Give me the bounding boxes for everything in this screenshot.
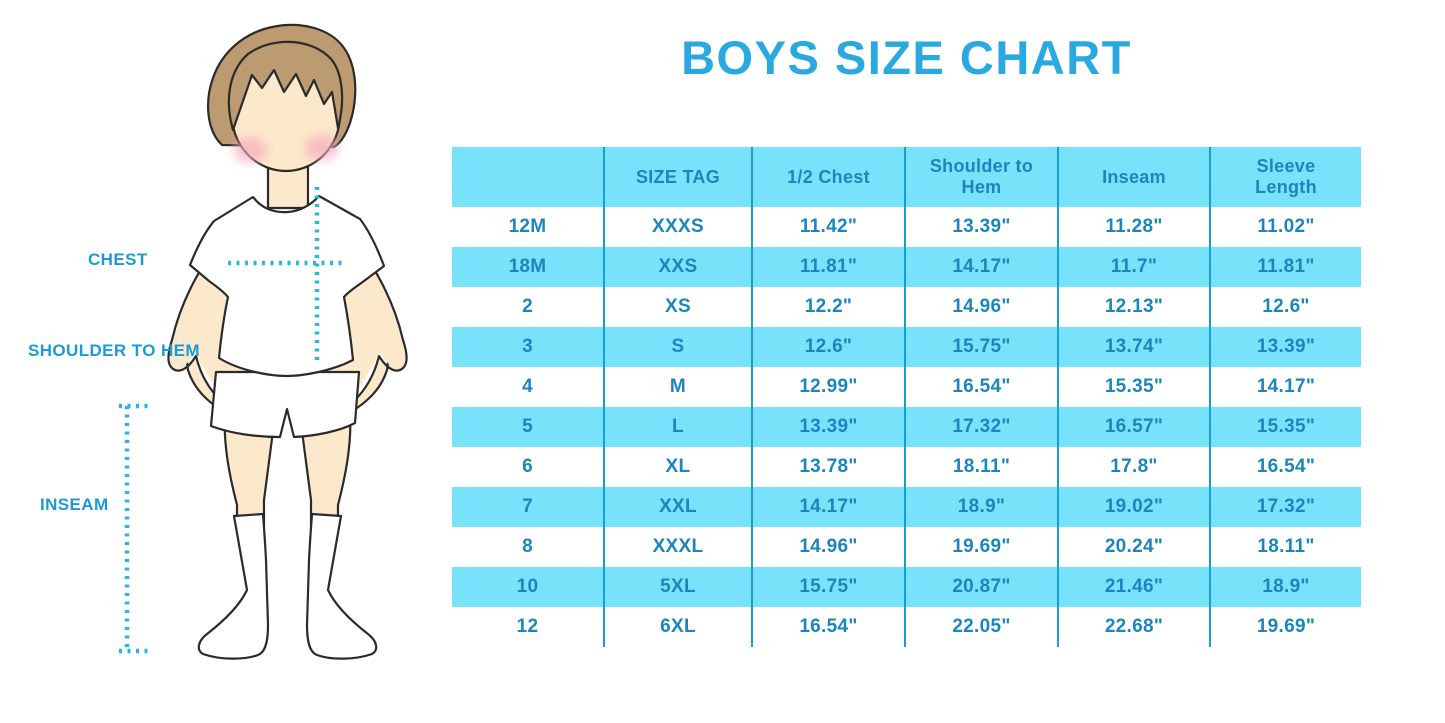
value-cell: 15.75" [751,567,904,607]
header-cell-size [452,147,603,207]
value-cell: 17.32" [1209,487,1361,527]
size-cell: 6 [522,456,533,477]
value-cell: 11.7" [1057,247,1209,287]
value-cell: 16.57" [1057,407,1209,447]
value-cell: L [603,407,751,447]
value-cell: 11.02" [1209,207,1361,247]
value-cell: 20.24" [1057,527,1209,567]
value-cell: 19.69" [904,527,1057,567]
value-cell: 18.11" [904,447,1057,487]
size-cell: 3 [452,327,603,367]
size-cell: 18M [452,247,603,287]
value-cell: 19.02" [1057,487,1209,527]
header-cell-inseam: Inseam [1057,147,1209,207]
value-cell: 16.54" [751,607,904,647]
right-cheek-blush [305,135,339,161]
value-cell: XXXS [603,207,751,247]
value-cell: 22.05" [904,607,1057,647]
value-cell: 6XL [603,607,751,647]
value-cell: 21.46" [1057,567,1209,607]
value-cell: XXS [603,247,751,287]
value-cell: 15.35" [1209,407,1361,447]
value-cell: XXL [603,487,751,527]
value-cell: 12.99" [751,367,904,407]
value-cell: 14.17" [1209,367,1361,407]
value-cell: 20.87" [904,567,1057,607]
value-cell: 11.42" [751,207,904,247]
value-cell: 12.6" [1209,287,1361,327]
shorts [209,370,361,439]
value-cell: 18.9" [904,487,1057,527]
value-cell: 17.8" [1057,447,1209,487]
size-cell: 12M [508,216,547,237]
boy-figure-illustration [119,23,408,660]
value-cell: 5XL [603,567,751,607]
size-table: SIZE TAG 1/2 Chest Shoulder to Hem Inseam Sl… [452,147,1361,647]
left-cheek-blush [233,137,267,163]
size-cell: 4 [522,376,533,397]
t-shirt [188,194,386,378]
value-cell: 13.39" [904,207,1057,247]
value-cell: 19.69" [1209,607,1361,647]
value-cell: 14.96" [751,527,904,567]
size-cell: 5 [452,407,603,447]
value-cell: M [603,367,751,407]
value-cell: 22.68" [1057,607,1209,647]
header-cell-sleeve-length: Sleeve Length [1209,147,1361,207]
value-cell: 16.54" [1209,447,1361,487]
inseam-label: INSEAM [40,495,109,514]
value-cell: 16.54" [904,367,1057,407]
hair-fringe [227,40,344,132]
value-cell: 12.2" [751,287,904,327]
value-cell: 11.81" [1209,247,1361,287]
value-cell: XXXL [603,527,751,567]
header-cell-shoulder-to-hem: Shoulder to Hem [904,147,1057,207]
value-cell: 14.17" [751,487,904,527]
value-cell: S [603,327,751,367]
size-cell: 2 [522,296,533,317]
value-cell: 13.78" [751,447,904,487]
value-cell: 15.75" [904,327,1057,367]
value-cell: 13.39" [751,407,904,447]
chest-label: CHEST [88,250,148,269]
value-cell: 18.11" [1209,527,1361,567]
size-cell: 12 [516,616,539,637]
header-cell-1-2-chest: 1/2 Chest [751,147,904,207]
value-cell: XL [603,447,751,487]
value-cell: 14.96" [904,287,1057,327]
measurement-figure-area: CHEST SHOULDER TO HEM INSEAM [0,0,450,723]
value-cell: 14.17" [904,247,1057,287]
size-cell: 8 [522,536,533,557]
value-cell: 18.9" [1209,567,1361,607]
value-cell: 12.6" [751,327,904,367]
value-cell: 17.32" [904,407,1057,447]
left-sock [197,512,270,660]
shoulder-to-hem-label: SHOULDER TO HEM [28,341,200,360]
value-cell: XS [603,287,751,327]
size-cell: 7 [452,487,603,527]
value-cell: 11.81" [751,247,904,287]
value-cell: 13.39" [1209,327,1361,367]
value-cell: 15.35" [1057,367,1209,407]
size-cell: 10 [452,567,603,607]
value-cell: 13.74" [1057,327,1209,367]
right-sock [305,512,378,660]
value-cell: 12.13" [1057,287,1209,327]
header-cell-size-tag: SIZE TAG [603,147,751,207]
page-title: BOYS SIZE CHART [681,31,1132,84]
value-cell: 11.28" [1057,207,1209,247]
